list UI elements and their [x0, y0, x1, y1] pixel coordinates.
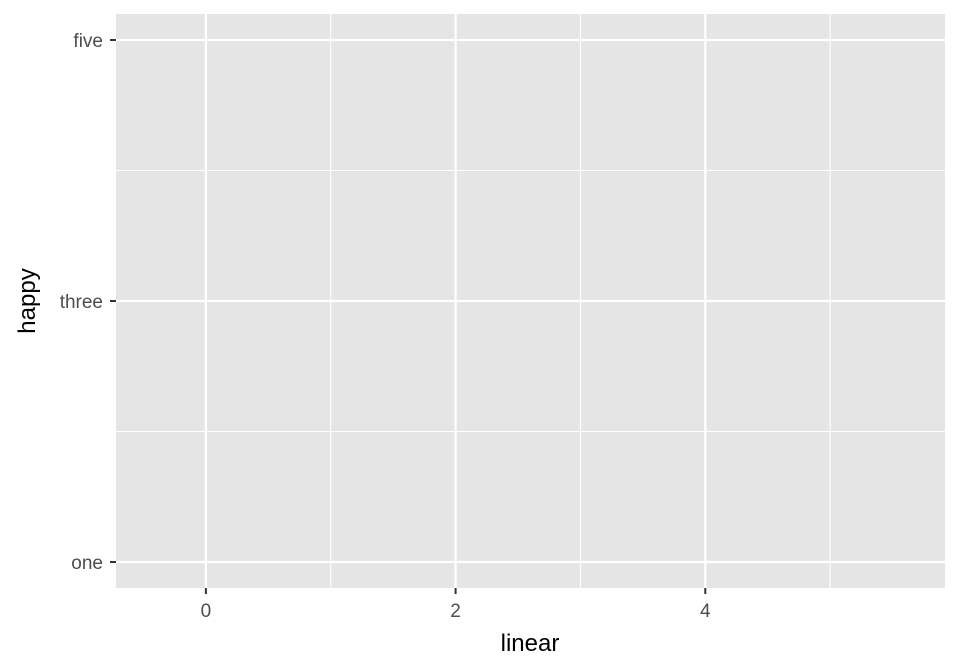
x-tick-label: 2: [450, 601, 461, 622]
y-tick-label: three: [60, 292, 103, 313]
major-gridlines: [116, 14, 945, 588]
x-axis-title: linear: [501, 630, 560, 657]
y-tick-label: five: [73, 31, 103, 52]
y-axis-title: happy: [14, 268, 41, 333]
y-tick-label: one: [71, 553, 103, 574]
y-axis: one three five: [60, 31, 116, 574]
x-tick-label: 0: [201, 601, 212, 622]
x-axis: 0 2 4: [201, 588, 711, 622]
x-tick-label: 4: [700, 601, 711, 622]
